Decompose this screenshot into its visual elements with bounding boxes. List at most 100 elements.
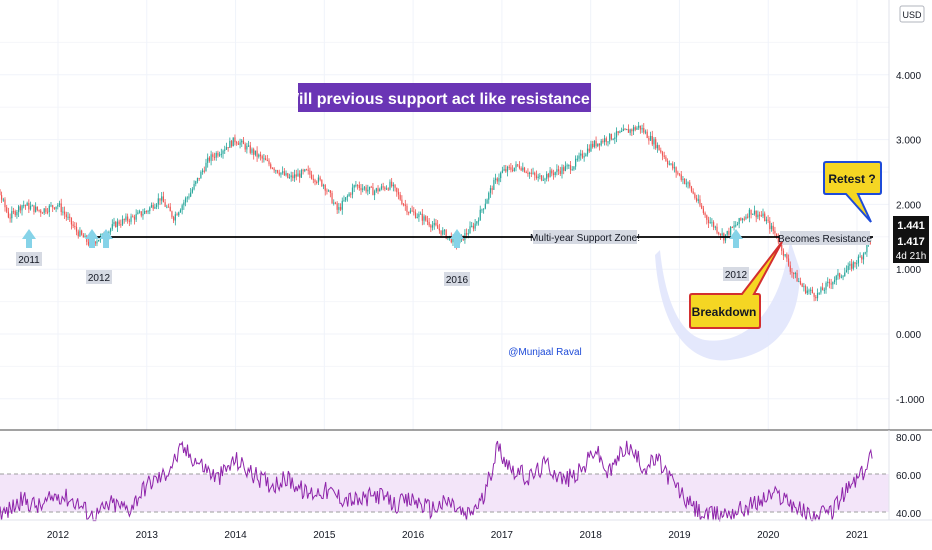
candle xyxy=(404,199,406,211)
candle xyxy=(850,258,853,272)
candle xyxy=(84,233,86,238)
candle xyxy=(573,165,575,171)
candle xyxy=(609,133,611,145)
candle xyxy=(489,185,492,198)
candle xyxy=(380,183,383,191)
candle xyxy=(685,178,687,188)
candle xyxy=(755,210,757,223)
time-tick-label: 2016 xyxy=(402,530,425,541)
candle xyxy=(471,221,473,228)
candle xyxy=(701,202,703,210)
svg-text:1.441: 1.441 xyxy=(897,220,925,232)
candle xyxy=(793,272,795,279)
candle xyxy=(501,166,503,174)
candle xyxy=(212,152,214,161)
currency-button[interactable]: USD xyxy=(899,5,925,23)
candle xyxy=(585,152,587,157)
candle xyxy=(483,208,485,214)
candle xyxy=(360,183,362,195)
price-tag-current: 1.441 xyxy=(893,216,929,233)
candle xyxy=(358,181,360,191)
rsi-tick-label: 40.00 xyxy=(896,509,921,520)
candle xyxy=(149,206,151,215)
candle xyxy=(256,146,258,162)
candle xyxy=(111,219,113,231)
candle xyxy=(733,221,735,231)
candle xyxy=(7,207,10,219)
candle xyxy=(77,229,79,239)
candle xyxy=(622,124,624,132)
candle xyxy=(110,227,112,235)
candle xyxy=(125,213,127,222)
price-tick-label: -1.000 xyxy=(896,395,925,406)
candle xyxy=(677,170,679,176)
price-tick-label: 1.000 xyxy=(896,265,921,276)
support-arrow xyxy=(729,229,743,248)
candle xyxy=(522,162,524,172)
candle xyxy=(181,203,183,215)
candle xyxy=(271,167,274,170)
candle xyxy=(24,204,27,210)
candle xyxy=(196,177,199,184)
candle xyxy=(275,169,277,174)
candle xyxy=(225,142,228,151)
candle xyxy=(167,203,170,208)
candle xyxy=(523,166,526,173)
candle xyxy=(804,284,807,295)
candle xyxy=(731,226,733,229)
candle xyxy=(697,194,699,204)
candle xyxy=(220,148,222,158)
candle xyxy=(362,184,364,193)
candle xyxy=(219,151,221,157)
candle xyxy=(551,168,553,177)
candle xyxy=(389,179,391,191)
candle xyxy=(813,292,815,302)
candle xyxy=(547,172,549,182)
candle xyxy=(777,233,779,245)
candle xyxy=(52,204,54,212)
price-axis: 4.000 3.000 2.000 1.000 0.000 -1.000 xyxy=(896,71,925,406)
candle xyxy=(244,142,246,153)
candle xyxy=(174,211,176,226)
svg-text:2012: 2012 xyxy=(725,270,748,281)
candle xyxy=(762,208,764,219)
candle xyxy=(811,286,814,294)
candle xyxy=(205,158,207,172)
rsi-axis: 80.00 60.00 40.00 xyxy=(896,433,921,520)
candle xyxy=(229,137,231,148)
candle xyxy=(118,219,120,226)
candle xyxy=(215,151,217,161)
candle xyxy=(374,189,376,201)
candle xyxy=(682,176,684,185)
candle xyxy=(183,199,185,210)
candle xyxy=(803,282,805,292)
arrow-year-label: 2016 xyxy=(444,272,470,286)
candle xyxy=(648,135,650,145)
candle xyxy=(0,191,3,203)
candle xyxy=(535,170,538,180)
candle xyxy=(644,129,647,135)
candle xyxy=(479,205,481,221)
candle xyxy=(670,162,672,166)
candle xyxy=(43,208,45,215)
candle xyxy=(820,286,822,295)
candle xyxy=(278,169,280,177)
candle xyxy=(161,192,163,205)
candle xyxy=(571,166,573,171)
candle xyxy=(346,194,348,202)
candle xyxy=(413,207,415,216)
candle xyxy=(36,206,38,212)
candle xyxy=(302,168,304,175)
candle xyxy=(200,170,202,179)
time-tick-label: 2012 xyxy=(47,530,70,541)
candle xyxy=(190,187,192,198)
candle xyxy=(12,207,15,215)
candle xyxy=(525,170,527,174)
candle xyxy=(520,166,522,172)
candle xyxy=(435,218,437,227)
price-tick-label: 0.000 xyxy=(896,330,921,341)
candle xyxy=(259,151,262,161)
candle xyxy=(261,154,263,163)
candle xyxy=(544,177,546,184)
candle xyxy=(845,265,848,273)
